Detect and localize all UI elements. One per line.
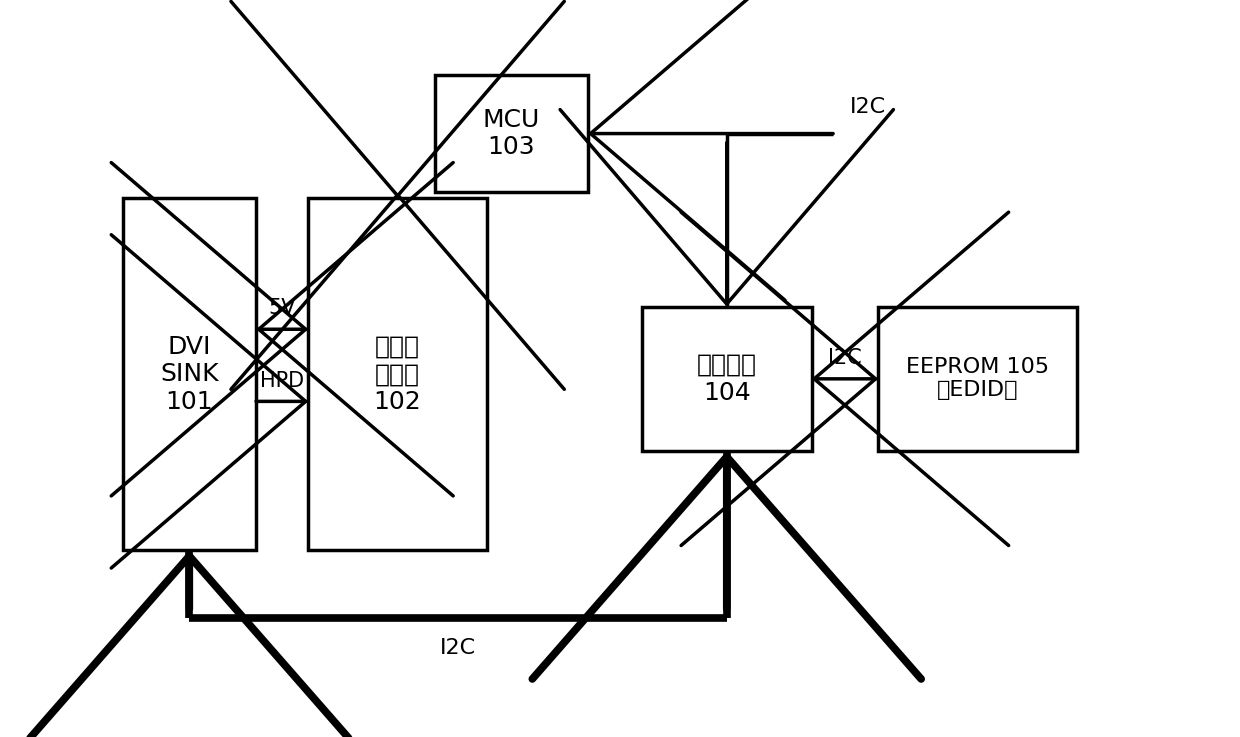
Bar	[878, 307, 1076, 451]
Text: I2C: I2C	[440, 638, 476, 657]
Text: I2C: I2C	[828, 348, 862, 368]
Text: I2C: I2C	[849, 97, 885, 117]
Text: 切换电路
104: 切换电路 104	[697, 353, 756, 405]
Text: HPD: HPD	[260, 371, 304, 391]
Text: DVI
SINK
101: DVI SINK 101	[160, 335, 218, 414]
Bar	[642, 307, 811, 451]
Bar	[309, 198, 487, 550]
Bar	[434, 75, 588, 192]
Text: 检测判
别电路
102: 检测判 别电路 102	[373, 335, 422, 414]
Text: EEPROM 105
（EDID）: EEPROM 105 （EDID）	[906, 357, 1049, 400]
Text: 5V: 5V	[268, 298, 296, 318]
Bar	[123, 198, 255, 550]
Text: MCU
103: MCU 103	[482, 108, 539, 159]
